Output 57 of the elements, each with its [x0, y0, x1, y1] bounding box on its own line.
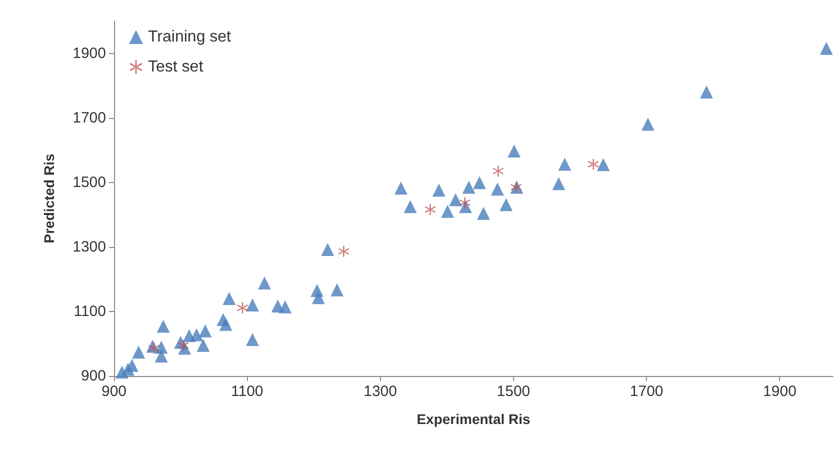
x-tick-label: 900 — [101, 383, 127, 400]
point — [154, 349, 168, 362]
point — [459, 197, 470, 208]
y-tick-label: 1500 — [72, 174, 106, 191]
y-tick-label: 1100 — [74, 302, 106, 320]
y-axis-title: Predicted Ris — [41, 154, 57, 244]
point — [432, 184, 446, 197]
point — [596, 158, 610, 172]
legend-label: Training set — [148, 28, 232, 46]
point — [198, 324, 212, 338]
point — [236, 302, 248, 314]
point — [820, 42, 833, 55]
point — [641, 118, 654, 131]
point — [490, 182, 504, 196]
point — [271, 299, 284, 312]
point — [216, 313, 230, 326]
point — [178, 340, 189, 351]
y-tick-label: 900 — [80, 368, 106, 384]
legend-label: Test set — [148, 58, 204, 76]
y-tick-label: 1900 — [72, 44, 106, 62]
point — [492, 166, 504, 177]
point — [196, 338, 210, 352]
point — [258, 276, 271, 290]
point — [222, 292, 236, 306]
x-tick-label: 1900 — [763, 383, 796, 400]
point — [182, 329, 196, 342]
point — [115, 366, 128, 379]
point — [500, 198, 513, 212]
point — [441, 204, 454, 218]
point — [508, 144, 521, 158]
point — [552, 177, 566, 190]
point — [156, 320, 170, 333]
point — [449, 193, 462, 206]
y-tick-label: 1700 — [72, 109, 106, 126]
x-tick-label: 1100 — [231, 383, 264, 400]
point — [472, 176, 486, 190]
point — [404, 200, 417, 214]
point — [148, 342, 160, 354]
point — [558, 158, 572, 171]
x-tick-label: 1500 — [496, 383, 530, 400]
x-axis-title: Experimental Ris — [416, 411, 531, 427]
point — [588, 158, 599, 170]
point — [394, 182, 408, 195]
point — [462, 180, 476, 194]
point — [700, 86, 714, 98]
point — [246, 298, 259, 312]
point — [312, 291, 325, 304]
x-tick-label: 1700 — [630, 383, 664, 400]
x-tick-label: 1300 — [364, 383, 397, 400]
point — [338, 246, 350, 257]
point — [321, 242, 334, 256]
point — [132, 346, 146, 359]
point — [476, 206, 490, 220]
point — [424, 204, 436, 215]
point — [330, 283, 344, 296]
point — [246, 333, 259, 346]
y-tick-label: 1300 — [72, 238, 106, 256]
